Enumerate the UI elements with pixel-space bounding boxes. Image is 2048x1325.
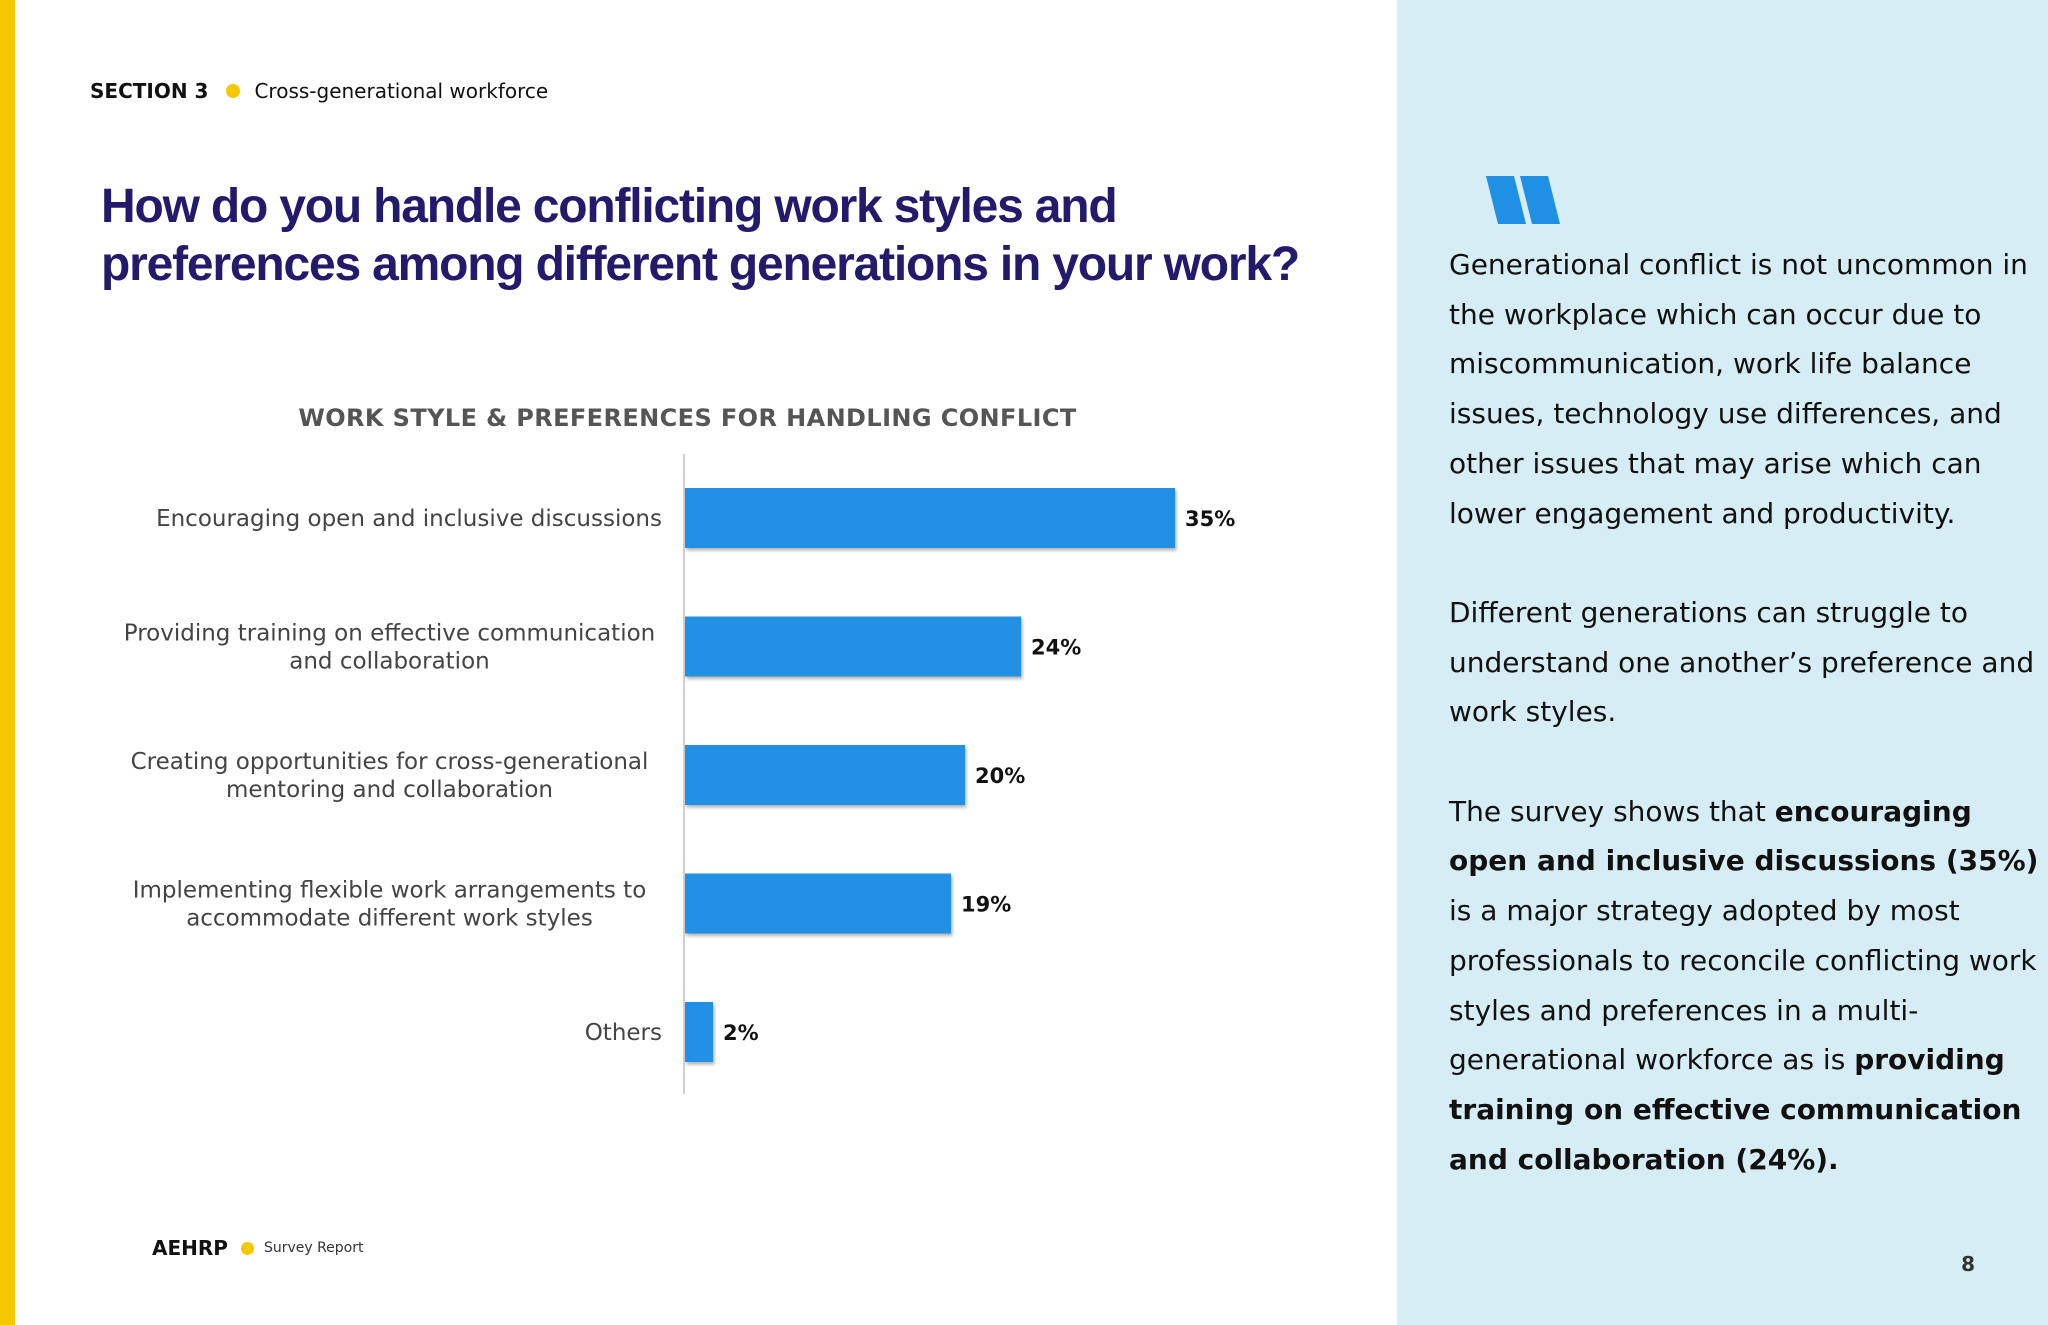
yellow-dot-icon [226,84,241,98]
commentary-p3-intro: The survey shows that [1449,794,1775,828]
chart-bar [685,488,1175,548]
section-title: Cross-generational workforce [254,79,549,103]
chart-value-label: 24% [1031,636,1081,660]
page-number: 8 [1961,1252,1975,1276]
chart-title: WORK STYLE & PREFERENCES FOR HANDLING CO… [298,404,1077,432]
question-line-1: How do you handle conflicting work style… [101,180,1118,233]
commentary-p3-highlight-2: providing training on effective communic… [1449,1043,2022,1176]
chart-value-label: 19% [961,893,1011,917]
commentary-p3-highlight-1: encouraging open and inclusive discussio… [1449,794,2039,878]
chart-bar [685,745,965,805]
commentary-text: Generational conflict is not uncommon in… [1449,240,2039,1234]
commentary-paragraph-3: The survey shows that encouraging open a… [1449,787,2039,1185]
commentary-paragraph-2: Different generations can struggle to un… [1449,595,2035,729]
chart-category-label: Others [585,1020,662,1046]
chart-value-label: 2% [723,1021,759,1045]
yellow-dot-icon [240,1241,254,1255]
chart-value-label: 20% [975,764,1025,788]
bar-chart: 35% Encouraging open and inclusive discus… [124,454,1235,1094]
commentary-p3-middle: is a major strategy adopted by most prof… [1449,894,2037,1077]
section-label: SECTION 3 [90,79,209,103]
chart-bar [685,616,1021,677]
chart-bar [685,873,951,934]
chart-category-label: Implementing flexible work arrangements … [133,878,647,932]
footer-subtitle: Survey Report [263,1240,364,1256]
chart-category-label: Creating opportunities for cross-generat… [131,749,649,803]
quote-icon [1486,176,1560,224]
chart-value-label: 35% [1185,507,1235,531]
section-header: SECTION 3 Cross-generational workforce [90,78,548,104]
footer: AEHRP Survey Report [152,1236,364,1260]
chart-category-label: Providing training on effective communic… [124,621,655,675]
chart-bar [685,1002,713,1062]
chart-category-label: Encouraging open and inclusive discussio… [156,506,662,532]
footer-brand: AEHRP [152,1236,228,1260]
question-heading: How do you handle conflicting work style… [101,178,1381,294]
question-line-2: preferences among different generations … [101,238,1300,291]
left-accent-stripe [0,0,15,1325]
commentary-paragraph-1: Generational conflict is not uncommon in… [1449,248,2028,530]
